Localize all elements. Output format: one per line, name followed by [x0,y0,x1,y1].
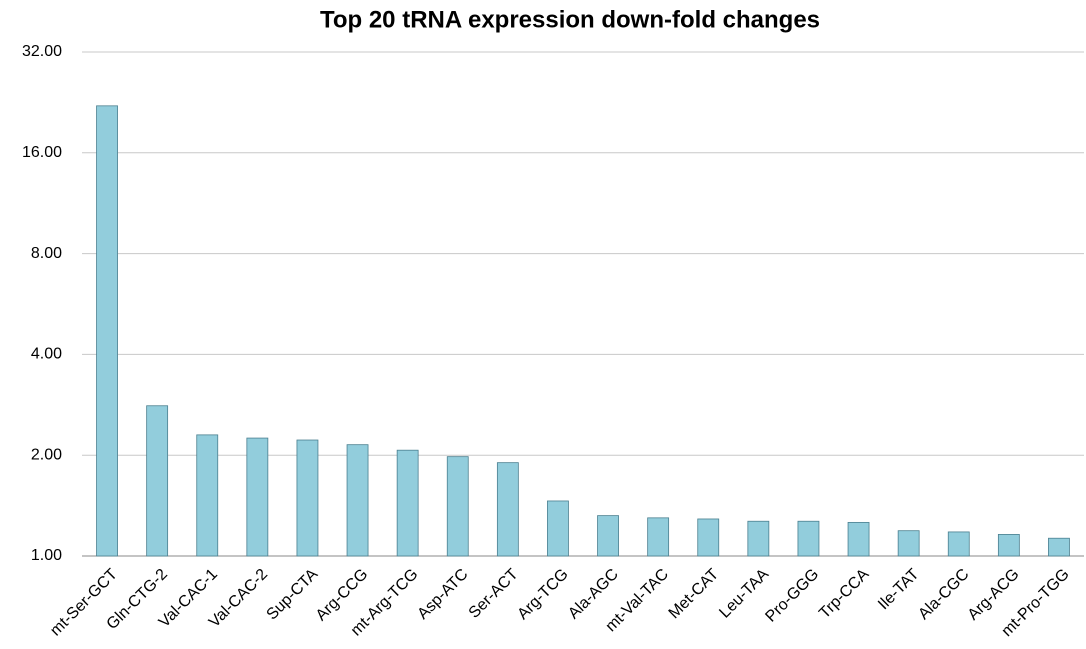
bar [847,521,870,557]
bar [547,500,569,557]
bar [246,437,269,557]
x-tick-label: Trp-CCA [816,566,872,622]
bar [296,439,319,557]
x-tick-label: Ile-TAT [875,566,923,614]
x-tick-label: Met-CAT [666,566,723,623]
x-tick-label: Sup-CTA [264,566,322,624]
bar [747,520,770,557]
bar [597,515,619,557]
bar [146,405,169,557]
y-tick-label: 1.00 [31,547,62,564]
bar [697,518,720,557]
y-tick-label: 16.00 [22,144,62,161]
x-tick-label: Asp-ATC [414,566,471,623]
bar [396,449,419,557]
bar [196,434,219,557]
bar [96,105,118,557]
y-tick-label: 32.00 [22,43,62,60]
bar [797,520,820,557]
y-tick-label: 4.00 [31,346,62,363]
x-tick-label: Arg-TCG [514,566,571,623]
y-tick-label: 2.00 [31,446,62,463]
bar [647,517,670,557]
y-tick-label: 8.00 [31,245,62,262]
bar [446,456,469,557]
x-tick-label: Pro-GGG [762,566,822,626]
x-tick-label: Ser-ACT [466,566,522,622]
bar [496,462,519,557]
x-tick-label: Ala-CGC [915,566,972,623]
bar [897,530,920,557]
bar [947,531,970,557]
bar [997,534,1020,557]
bar [1048,537,1070,557]
bar [346,444,369,557]
chart-title: Top 20 tRNA expression down-fold changes [320,6,820,33]
